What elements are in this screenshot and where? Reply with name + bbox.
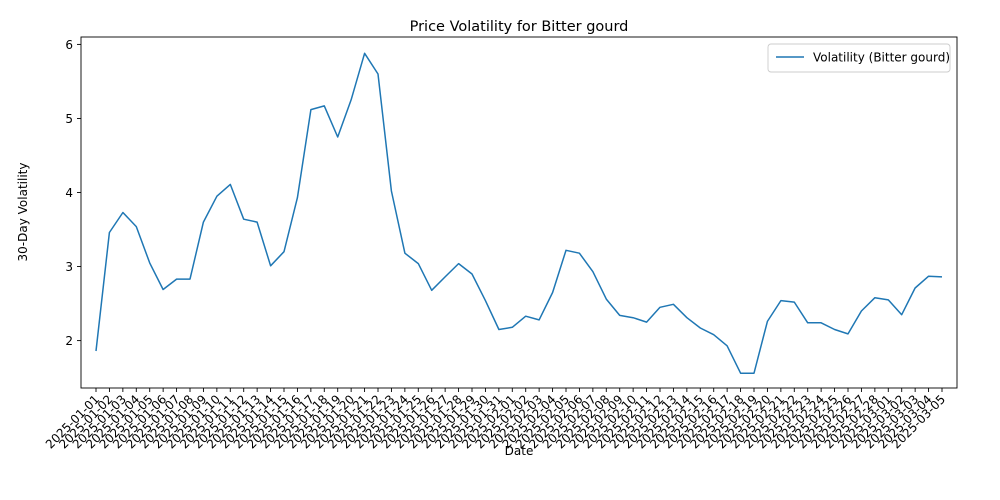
y-tick-label: 2	[65, 334, 73, 348]
series-layer	[95, 52, 943, 374]
plot-frame	[80, 36, 958, 389]
series-line-volatility	[95, 52, 943, 374]
x-axis-label: Date	[505, 444, 534, 458]
x-axis-ticks: 2025-01-012025-01-022025-01-032025-01-04…	[43, 388, 948, 451]
y-tick-label: 4	[65, 186, 73, 200]
y-tick-label: 3	[65, 260, 73, 274]
legend-box	[767, 43, 951, 73]
y-tick-label: 6	[65, 38, 73, 52]
y-axis-ticks: 2 3 4 5 6	[65, 38, 81, 348]
chart-title: Price Volatility for Bitter gourd	[410, 19, 629, 35]
legend-label-volatility: Volatility (Bitter gourd)	[813, 51, 950, 65]
y-tick-label: 5	[65, 112, 73, 126]
legend: Volatility (Bitter gourd)	[767, 43, 951, 73]
y-axis-label: 30-Day Volatility	[16, 163, 30, 262]
